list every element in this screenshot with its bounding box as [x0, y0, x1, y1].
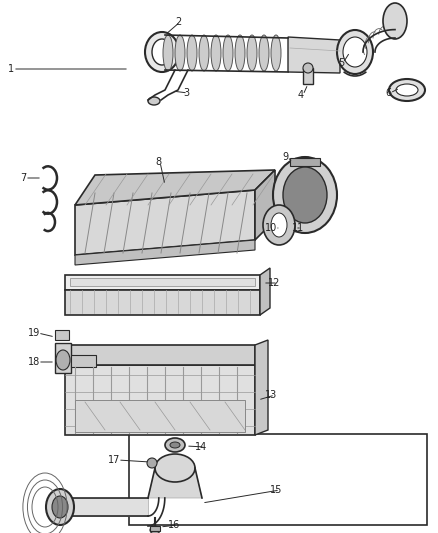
Ellipse shape [263, 205, 295, 245]
Ellipse shape [52, 496, 68, 518]
Text: 12: 12 [268, 278, 280, 288]
Text: 19: 19 [28, 328, 40, 338]
Ellipse shape [273, 157, 337, 233]
Ellipse shape [343, 37, 367, 67]
Text: 11: 11 [292, 223, 304, 233]
Ellipse shape [187, 35, 197, 71]
Polygon shape [288, 37, 340, 73]
Text: 2: 2 [175, 17, 181, 27]
Ellipse shape [247, 35, 257, 71]
Ellipse shape [145, 32, 179, 72]
Text: 13: 13 [265, 390, 277, 400]
Ellipse shape [165, 438, 185, 452]
Bar [71, 355, 96, 367]
Ellipse shape [303, 63, 313, 73]
Polygon shape [75, 240, 255, 265]
Ellipse shape [283, 167, 327, 223]
Polygon shape [75, 190, 255, 255]
Ellipse shape [337, 30, 373, 74]
Text: 10: 10 [265, 223, 277, 233]
Text: 17: 17 [108, 455, 120, 465]
Ellipse shape [235, 35, 245, 71]
Ellipse shape [259, 35, 269, 71]
Text: 6: 6 [385, 88, 391, 98]
Polygon shape [260, 268, 270, 315]
Ellipse shape [148, 97, 160, 105]
Ellipse shape [211, 35, 221, 71]
Ellipse shape [389, 79, 425, 101]
Ellipse shape [396, 84, 418, 96]
Ellipse shape [170, 442, 180, 448]
Bar [70, 278, 255, 286]
Text: 15: 15 [270, 485, 283, 495]
Polygon shape [75, 400, 245, 432]
Ellipse shape [271, 35, 281, 71]
Polygon shape [65, 290, 260, 315]
Polygon shape [65, 275, 260, 290]
Text: 7: 7 [20, 173, 26, 183]
Bar [55, 330, 69, 340]
Polygon shape [255, 340, 268, 435]
Text: 1: 1 [8, 64, 14, 74]
Bar [55, 343, 71, 373]
Ellipse shape [199, 35, 209, 71]
Ellipse shape [152, 39, 172, 65]
Ellipse shape [271, 213, 287, 237]
Text: 14: 14 [195, 442, 207, 452]
Ellipse shape [155, 454, 195, 482]
Ellipse shape [383, 3, 407, 39]
Text: 4: 4 [298, 90, 304, 100]
Polygon shape [65, 365, 255, 435]
Bar [129, 434, 427, 525]
Text: 3: 3 [183, 88, 189, 98]
Bar [290, 158, 320, 166]
Bar [303, 68, 313, 84]
Text: 16: 16 [168, 520, 180, 530]
Polygon shape [62, 498, 148, 516]
Text: 8: 8 [155, 157, 161, 167]
Ellipse shape [223, 35, 233, 71]
Ellipse shape [150, 526, 160, 533]
Bar [150, 526, 160, 531]
Polygon shape [255, 170, 275, 240]
Ellipse shape [163, 35, 173, 71]
Ellipse shape [56, 350, 70, 370]
Ellipse shape [46, 489, 74, 525]
Polygon shape [148, 468, 202, 498]
Ellipse shape [175, 35, 185, 71]
Ellipse shape [147, 458, 157, 468]
Text: 18: 18 [28, 357, 40, 367]
Polygon shape [75, 170, 275, 205]
Text: 9: 9 [282, 152, 288, 162]
Polygon shape [65, 345, 255, 365]
Text: 5: 5 [338, 58, 344, 68]
